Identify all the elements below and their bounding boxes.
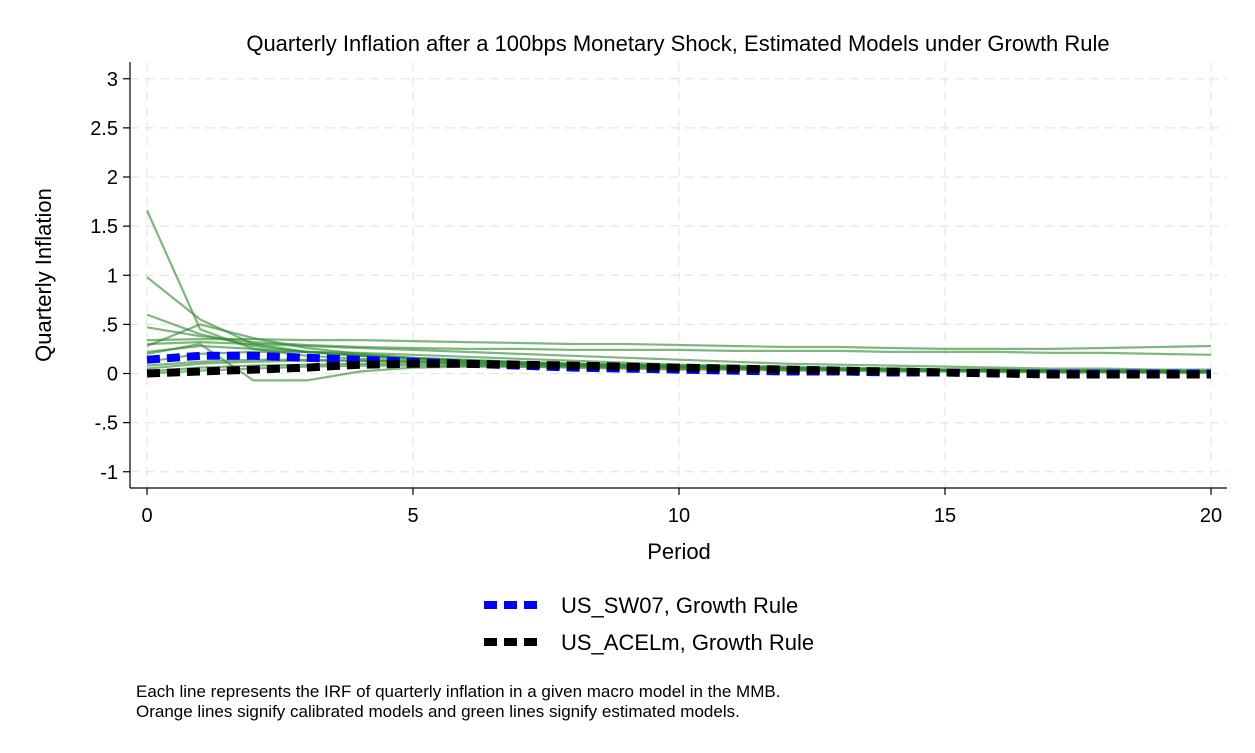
- legend-label-sw07: US_SW07, Growth Rule: [561, 593, 798, 618]
- chart-title: Quarterly Inflation after a 100bps Monet…: [246, 31, 1109, 56]
- y-tick-label-5: 1.5: [90, 216, 118, 238]
- estimated-model-line-5: [146, 338, 1212, 350]
- y-tick-label-3: .5: [101, 314, 118, 336]
- x-tick-label-1: 5: [407, 505, 418, 527]
- y-tick-label-4: 1: [107, 265, 118, 287]
- gridlines: [130, 62, 1227, 488]
- highlighted-series: [146, 351, 1211, 379]
- y-tick-label-6: 2: [107, 167, 118, 189]
- estimated-model-line-6: [146, 341, 1211, 371]
- legend-label-acel: US_ACELm, Growth Rule: [561, 630, 814, 655]
- x-axis-ticks: 0 5 10 15 20: [141, 488, 1222, 527]
- y-tick-label-8: 3: [107, 69, 118, 91]
- series-line-1: [146, 359, 1211, 379]
- footnote-line-2: Orange lines signify calibrated models a…: [136, 702, 740, 721]
- legend: US_SW07, Growth Rule US_ACELm, Growth Ru…: [484, 593, 814, 655]
- y-tick-label-2: 0: [107, 364, 118, 386]
- y-axis-ticks: -1 -.5 0 .5 1 1.5 2 2.5 3: [90, 69, 130, 484]
- y-axis-label: Quarterly Inflation: [31, 188, 56, 362]
- x-tick-label-4: 20: [1200, 505, 1222, 527]
- x-tick-label-3: 15: [934, 505, 956, 527]
- x-axis-label: Period: [647, 539, 711, 564]
- x-tick-label-0: 0: [141, 505, 152, 527]
- y-tick-label-0: -1: [100, 462, 118, 484]
- y-tick-label-7: 2.5: [90, 118, 118, 140]
- footnote-line-1: Each line represents the IRF of quarterl…: [136, 682, 780, 701]
- y-tick-label-1: -.5: [95, 413, 118, 435]
- x-tick-label-2: 10: [668, 505, 690, 527]
